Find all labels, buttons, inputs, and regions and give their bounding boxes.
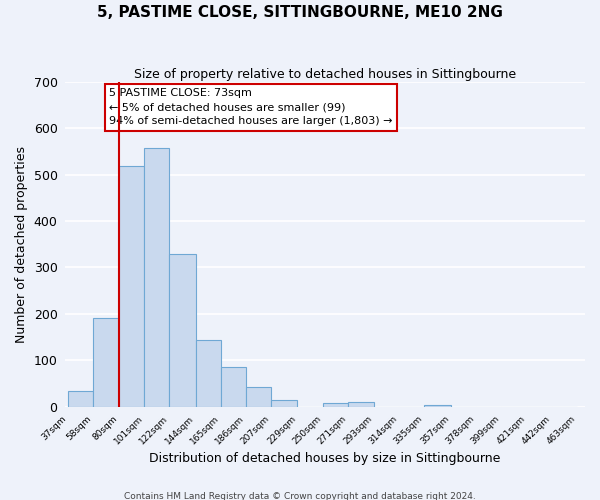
Bar: [93, 318, 119, 406]
Bar: [196, 340, 221, 406]
Bar: [169, 254, 196, 406]
Bar: [144, 148, 169, 406]
Bar: [246, 387, 271, 406]
Text: 5, PASTIME CLOSE, SITTINGBOURNE, ME10 2NG: 5, PASTIME CLOSE, SITTINGBOURNE, ME10 2N…: [97, 5, 503, 20]
Title: Size of property relative to detached houses in Sittingbourne: Size of property relative to detached ho…: [134, 68, 516, 80]
Text: Contains HM Land Registry data © Crown copyright and database right 2024.: Contains HM Land Registry data © Crown c…: [124, 492, 476, 500]
Y-axis label: Number of detached properties: Number of detached properties: [15, 146, 28, 342]
Bar: [348, 402, 374, 406]
Bar: [323, 403, 348, 406]
Text: 5 PASTIME CLOSE: 73sqm
← 5% of detached houses are smaller (99)
94% of semi-deta: 5 PASTIME CLOSE: 73sqm ← 5% of detached …: [109, 88, 393, 126]
Bar: [271, 400, 298, 406]
Bar: [221, 367, 246, 406]
Bar: [68, 392, 93, 406]
Bar: [119, 166, 144, 406]
X-axis label: Distribution of detached houses by size in Sittingbourne: Distribution of detached houses by size …: [149, 452, 501, 465]
